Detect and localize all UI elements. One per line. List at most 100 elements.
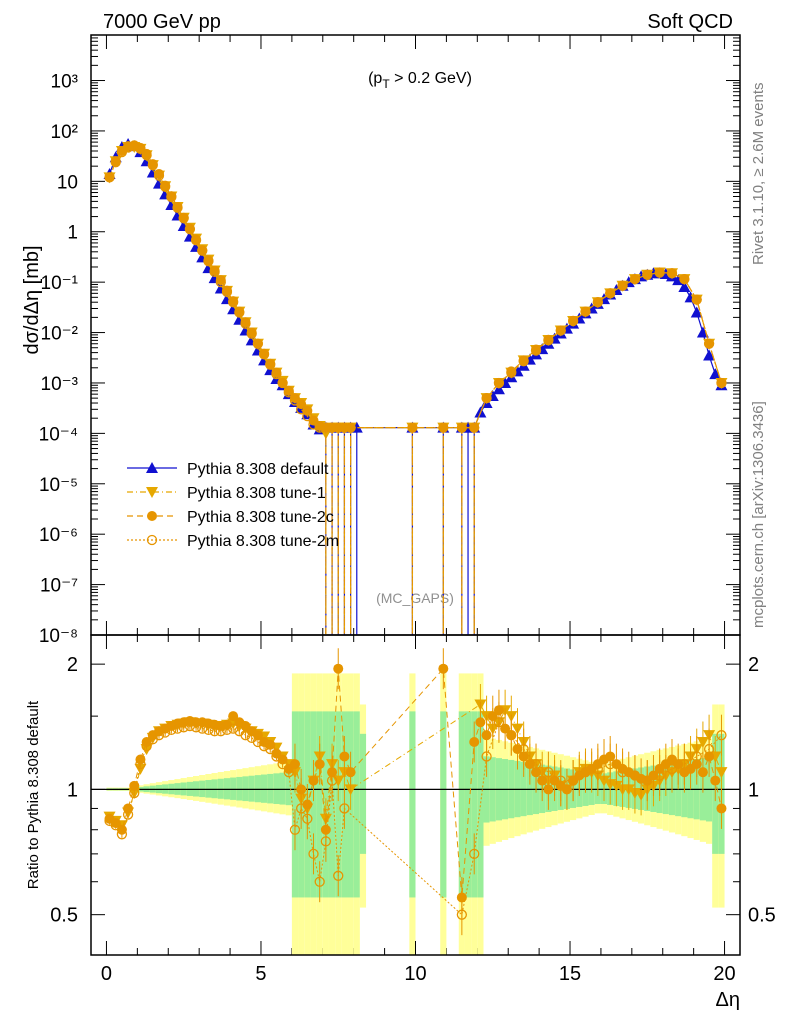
ratio-point — [308, 848, 319, 860]
data-point — [197, 245, 208, 256]
ratio-point — [493, 717, 505, 728]
ratio-tick-label: 0.5 — [50, 905, 78, 927]
legend-entry: Pythia 8.308 tune-2m — [127, 533, 339, 550]
legend-entry: Pythia 8.308 tune-2c — [127, 509, 334, 526]
data-point — [110, 157, 121, 168]
data-point — [234, 307, 245, 318]
green-band — [230, 777, 237, 800]
green-band — [477, 711, 484, 898]
ratio-point — [481, 730, 492, 741]
ratio-point — [141, 741, 152, 752]
ratio-point — [333, 870, 344, 881]
ratio-point — [617, 767, 628, 778]
ratio-point — [716, 803, 727, 814]
data-point — [197, 245, 208, 256]
data-point — [153, 170, 165, 181]
top-ylabel: dσ/dΔη [mb] — [21, 245, 43, 354]
data-point — [135, 143, 146, 155]
data-point — [314, 422, 325, 433]
ratio-point — [629, 770, 641, 781]
process-label: Soft QCD — [647, 11, 733, 33]
data-point — [716, 377, 727, 388]
data-point — [271, 368, 282, 380]
data-point — [277, 377, 288, 388]
data-point — [703, 349, 716, 361]
green-band — [217, 778, 224, 799]
ratio-point — [487, 711, 498, 722]
data-point — [203, 256, 214, 267]
ratio-tick-label-right: 1 — [748, 779, 759, 801]
data-point — [190, 235, 202, 246]
data-point — [690, 306, 703, 318]
legend-marker — [146, 462, 158, 473]
data-point — [122, 142, 134, 153]
y-tick-label: 10⁻⁶ — [39, 525, 78, 546]
data-point — [691, 294, 702, 305]
data-point — [543, 335, 554, 346]
ratio-point — [314, 876, 325, 887]
green-band — [353, 711, 360, 898]
ratio-point — [567, 775, 579, 786]
data-point — [166, 191, 177, 203]
ratio-point — [654, 770, 665, 781]
data-point — [129, 140, 140, 152]
data-point — [629, 274, 640, 285]
ratio-point — [271, 751, 282, 762]
data-point — [709, 368, 722, 380]
cut-label-sub: T — [382, 77, 390, 91]
ratio-point — [679, 759, 690, 770]
y-tick-label: 10³ — [51, 72, 78, 93]
data-point — [178, 213, 189, 224]
green-band — [310, 711, 317, 898]
data-point — [296, 404, 307, 415]
legend-label: Pythia 8.308 tune-2c — [187, 509, 334, 526]
analysis-label: (MC_GAPS) — [376, 590, 454, 606]
ratio-tick-label: 2 — [67, 654, 78, 676]
legend-entry: Pythia 8.308 default — [127, 461, 329, 478]
green-band — [260, 774, 268, 803]
data-point — [240, 318, 251, 329]
cut-label: (pT > 0.2 GeV) — [368, 70, 472, 91]
y-tick-label: 10⁻⁷ — [40, 576, 78, 597]
ratio-point — [561, 784, 572, 795]
data-point — [283, 387, 294, 398]
energy-label: 7000 GeV pp — [103, 11, 221, 33]
data-point — [246, 328, 257, 339]
ratio-point — [190, 722, 202, 733]
ratio-point — [289, 759, 300, 770]
green-band — [223, 778, 231, 800]
ratio-point — [333, 663, 344, 674]
green-band — [316, 711, 323, 898]
ratio-point — [184, 720, 196, 732]
data-point — [191, 234, 202, 245]
data-point — [326, 422, 338, 433]
ratio-point — [716, 730, 727, 741]
x-tick-label: 5 — [255, 963, 266, 985]
ratio-point — [289, 824, 301, 835]
data-point — [469, 422, 480, 433]
ratio-point — [345, 767, 356, 778]
y-tick-label: 10⁻² — [41, 324, 79, 345]
cut-label-main: (p — [368, 70, 382, 87]
ratio-point — [221, 724, 233, 736]
y-tick-label: 10 — [57, 172, 78, 193]
green-band — [267, 773, 274, 804]
ratio-point — [228, 711, 239, 722]
data-point — [679, 273, 690, 285]
ratio-point — [518, 743, 529, 755]
ratio-point — [209, 726, 220, 737]
y-tick-label: 10⁻³ — [41, 374, 79, 395]
green-band — [471, 711, 478, 898]
data-point — [666, 268, 678, 279]
data-point — [716, 377, 727, 389]
y-tick-label: 10⁻⁴ — [39, 424, 78, 445]
ratio-tick-label-right: 0.5 — [748, 905, 776, 927]
y-tick-label: 10² — [51, 122, 78, 143]
legend-marker — [146, 534, 158, 546]
data-point — [345, 422, 356, 433]
ratio-point — [691, 751, 702, 762]
ratio-point — [339, 751, 350, 762]
ratio-point — [469, 736, 480, 747]
data-point — [339, 422, 350, 433]
